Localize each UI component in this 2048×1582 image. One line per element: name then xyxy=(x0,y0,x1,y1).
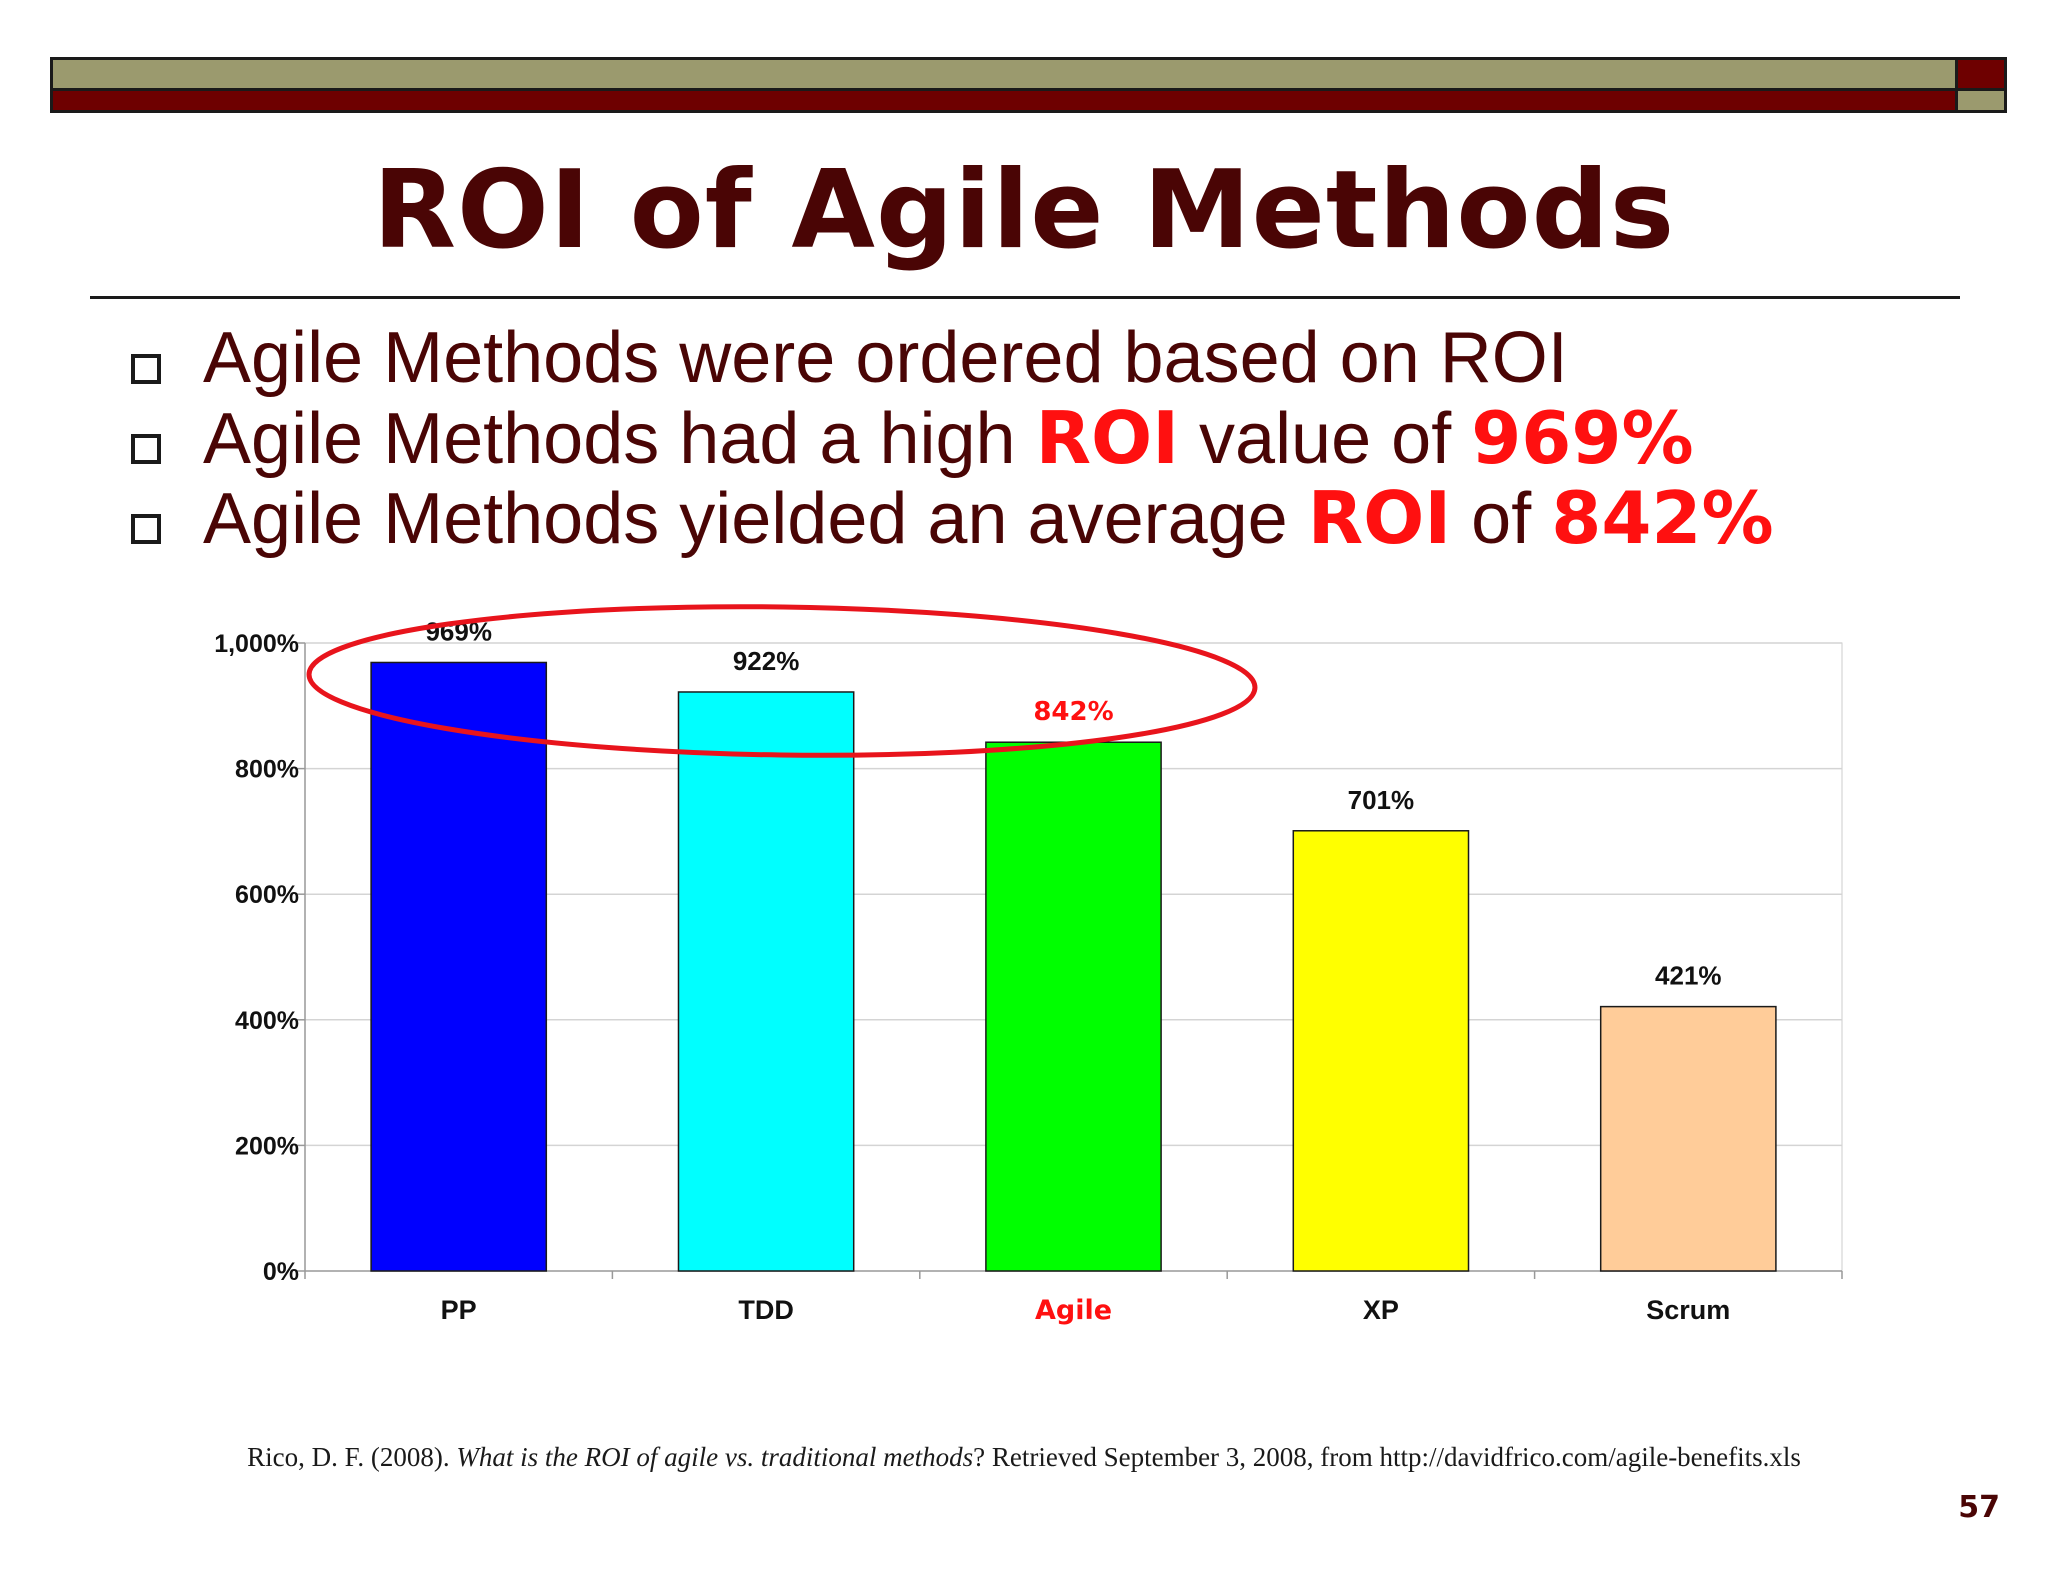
category-label-agile: Agile xyxy=(1035,1295,1112,1326)
header-band-olive xyxy=(50,57,1958,91)
data-label-tdd: 922% xyxy=(733,646,800,676)
bullet-text: Agile Methods had a high xyxy=(203,399,1036,479)
square-bullet-icon xyxy=(131,434,161,464)
y-tick-label: 800% xyxy=(235,756,299,784)
data-label-agile: 842% xyxy=(1033,697,1113,727)
category-label-scrum: Scrum xyxy=(1646,1295,1730,1325)
category-label-tdd: TDD xyxy=(738,1295,794,1325)
square-bullet-icon xyxy=(131,354,161,384)
bullet-emphasis: ROI xyxy=(1035,396,1180,480)
y-tick-label: 400% xyxy=(235,1007,299,1035)
citation-source: ? Retrieved September 3, 2008, from http… xyxy=(973,1442,1801,1472)
bullet-list: Agile Methods were ordered based on ROI … xyxy=(125,318,1774,560)
y-tick-label: 1,000% xyxy=(214,630,299,658)
category-label-pp: PP xyxy=(441,1295,477,1325)
bullet-item: Agile Methods had a high ROI value of 96… xyxy=(125,396,1774,480)
citation-author: Rico, D. F. (2008). xyxy=(247,1442,457,1472)
y-tick-label: 600% xyxy=(235,881,299,909)
page-number: 57 xyxy=(1958,1490,2000,1525)
y-tick-label: 200% xyxy=(235,1132,299,1160)
bullet-emphasis: 842% xyxy=(1551,476,1774,560)
bar-tdd xyxy=(677,691,855,1272)
bullet-item: Agile Methods yielded an average ROI of … xyxy=(125,476,1774,560)
title-divider xyxy=(90,296,1960,299)
bullet-emphasis: ROI xyxy=(1307,476,1452,560)
bar-agile xyxy=(985,741,1162,1272)
bar-scrum xyxy=(1599,1005,1777,1272)
bullet-text: Agile Methods were ordered based on ROI xyxy=(203,318,1568,398)
header-square-olive xyxy=(1955,91,2007,113)
roi-bar-chart: 0%200%400%600%800%1,000% 969%PP922%TDD842… xyxy=(214,604,1843,1326)
y-tick-label: 0% xyxy=(263,1258,299,1286)
citation: Rico, D. F. (2008). What is the ROI of a… xyxy=(0,1442,2048,1473)
bar-xp xyxy=(1292,830,1470,1272)
highlight-ellipse xyxy=(306,604,1258,758)
category-label-xp: XP xyxy=(1363,1295,1399,1325)
slide-title: ROI of Agile Methods xyxy=(372,148,1676,273)
header-square-red xyxy=(1955,57,2007,91)
bullet-item: Agile Methods were ordered based on ROI xyxy=(125,318,1774,398)
square-bullet-icon xyxy=(131,514,161,544)
bullet-text: of xyxy=(1451,479,1552,559)
data-label-xp: 701% xyxy=(1348,785,1415,815)
data-label-scrum: 421% xyxy=(1655,961,1722,991)
bullet-emphasis: 969% xyxy=(1471,396,1694,480)
bullet-text: value of xyxy=(1179,399,1472,479)
bullet-text: Agile Methods yielded an average xyxy=(203,479,1308,559)
bar-pp xyxy=(370,661,548,1272)
citation-title: What is the ROI of agile vs. traditional… xyxy=(456,1442,974,1472)
